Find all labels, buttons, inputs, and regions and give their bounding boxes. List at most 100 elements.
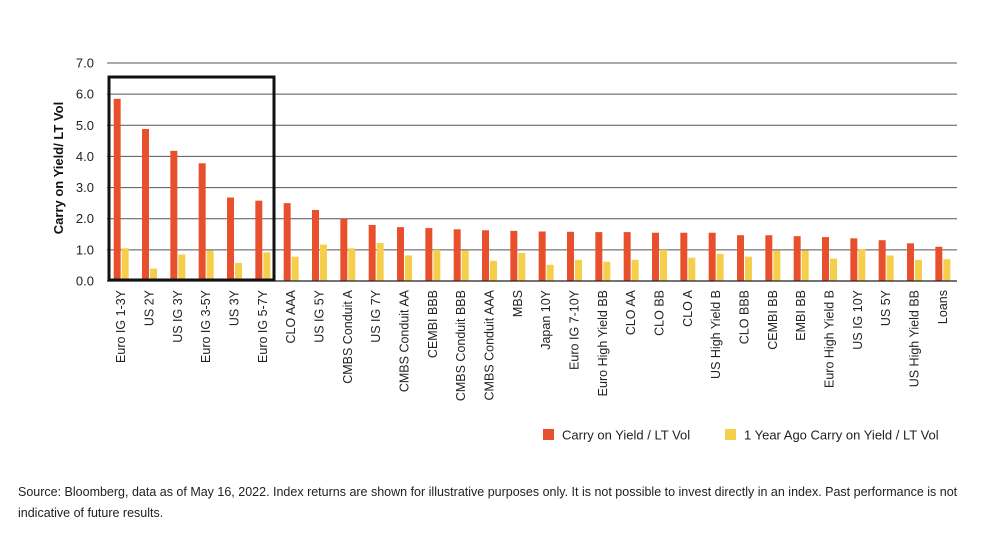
y-tick-label: 2.0 — [76, 211, 94, 226]
bar-current — [510, 230, 518, 281]
bar-current — [822, 237, 829, 281]
x-tick-label: Euro High Yield B — [823, 290, 837, 388]
bar-year-ago — [546, 264, 554, 281]
bar-current — [482, 230, 489, 281]
x-tick-label: US IG 3Y — [171, 289, 185, 342]
gridlines — [107, 62, 957, 251]
x-tick-label: US High Yield BB — [908, 290, 922, 387]
bar-current — [680, 232, 688, 281]
bar-current — [907, 243, 914, 281]
bar-year-ago — [121, 248, 129, 281]
x-axis-category-labels: Euro IG 1-3Y US 2Y US IG 3Y Euro IG 3-5Y US … — [114, 289, 950, 401]
bar-current — [567, 231, 574, 281]
y-tick-label: 1.0 — [76, 242, 94, 257]
bar-year-ago — [688, 257, 696, 281]
bar-year-ago — [206, 250, 214, 281]
bar-current — [283, 203, 291, 281]
x-tick-label: CLO AAA — [284, 289, 298, 343]
bar-chart: 0.0 1.0 2.0 3.0 4.0 5.0 6.0 7.0 Euro IG 1-3Y US … — [51, 56, 957, 443]
x-tick-label: Euro High Yield BB — [596, 290, 610, 396]
x-tick-label: US 5Y — [879, 289, 893, 326]
bar-current — [737, 235, 744, 281]
y-tick-label: 5.0 — [76, 118, 94, 133]
bar-year-ago — [348, 248, 356, 281]
x-tick-label: Euro IG 1-3Y — [114, 289, 128, 363]
x-tick-label: US High Yield B — [709, 290, 723, 379]
bar-year-ago — [745, 256, 752, 281]
bar-year-ago — [603, 261, 611, 281]
bar-year-ago — [858, 249, 866, 281]
highlight-box — [107, 75, 276, 282]
bar-current — [340, 218, 348, 281]
bar-current — [142, 129, 149, 281]
bar-year-ago — [178, 254, 186, 281]
bar-year-ago — [830, 258, 837, 281]
x-tick-label: CLO A — [681, 289, 695, 326]
x-tick-label: Japan 10Y — [539, 289, 553, 349]
y-tick-label: 3.0 — [76, 180, 94, 195]
bar-current — [453, 229, 461, 281]
source-note: Source: Bloomberg, data as of May 16, 20… — [18, 485, 958, 520]
bar-current — [935, 246, 943, 281]
bar-year-ago — [320, 244, 327, 281]
y-axis-label: Carry on Yield/ LT Vol — [51, 102, 66, 234]
legend: Carry on Yield / LT Vol 1 Year Ago Carry … — [543, 428, 939, 443]
bar-current — [538, 231, 546, 281]
x-tick-label: MBS — [511, 290, 525, 317]
x-tick-label: CMBS Conduit AA — [398, 289, 412, 392]
bar-year-ago — [518, 252, 526, 281]
bar-year-ago — [716, 253, 724, 281]
x-tick-label: US IG 5Y — [313, 289, 327, 342]
bar-year-ago — [943, 259, 951, 281]
x-tick-label: CEMBI BBB — [426, 290, 440, 358]
bar-current — [368, 224, 376, 281]
bar-current — [425, 228, 433, 281]
bar-year-ago — [263, 252, 271, 281]
x-tick-label: EMBI BB — [794, 290, 808, 341]
y-tick-label: 0.0 — [76, 274, 94, 289]
x-tick-label: Euro IG 5-7Y — [256, 289, 270, 363]
x-tick-label: CLO AA — [624, 289, 638, 335]
x-tick-label: CMBS Conduit A — [341, 289, 355, 383]
bar-current — [312, 209, 319, 281]
legend-swatch-current — [543, 429, 554, 440]
bar-year-ago — [801, 250, 809, 281]
x-tick-label: CLO BBB — [738, 290, 752, 344]
y-tick-label: 4.0 — [76, 149, 94, 164]
x-tick-label: US 3Y — [228, 289, 242, 326]
bar-current — [198, 163, 206, 281]
bar-year-ago — [886, 255, 894, 281]
bar-year-ago — [433, 249, 441, 281]
y-tick-label: 6.0 — [76, 87, 94, 102]
y-tick-label: 7.0 — [76, 56, 94, 71]
bar-year-ago — [150, 268, 157, 281]
bar-current — [595, 232, 603, 281]
bar-current — [793, 236, 801, 281]
bar-year-ago — [461, 250, 469, 281]
legend-label-year-ago: 1 Year Ago Carry on Yield / LT Vol — [744, 428, 939, 443]
bar-current — [170, 150, 178, 281]
bars — [113, 98, 951, 281]
x-tick-label: Euro IG 3-5Y — [199, 289, 213, 363]
bar-current — [850, 238, 858, 281]
x-tick-label: CEMBI BB — [766, 290, 780, 350]
x-tick-label: CLO BB — [653, 290, 667, 336]
bar-year-ago — [660, 249, 667, 281]
bar-current — [227, 197, 234, 281]
x-tick-label: US IG 7Y — [369, 289, 383, 342]
bar-year-ago — [773, 250, 781, 281]
bar-year-ago — [405, 255, 412, 281]
bar-year-ago — [376, 243, 384, 281]
bar-year-ago — [915, 259, 922, 281]
bar-year-ago — [631, 259, 639, 281]
bar-current — [708, 232, 716, 281]
x-tick-label: CMBS Conduit BBB — [454, 290, 468, 401]
bar-current — [255, 200, 263, 281]
bar-current — [878, 240, 886, 281]
bar-current — [623, 232, 631, 281]
x-tick-label: US 2Y — [143, 289, 157, 326]
legend-label-current: Carry on Yield / LT Vol — [562, 428, 690, 443]
x-tick-label: US IG 10Y — [851, 289, 865, 349]
bar-current — [765, 235, 773, 281]
bar-current — [652, 232, 659, 281]
